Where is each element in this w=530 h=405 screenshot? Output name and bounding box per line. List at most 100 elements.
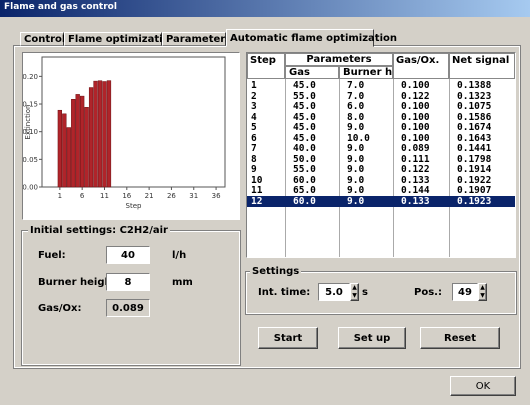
bar [97, 80, 103, 188]
table-cell: 0.133 [401, 195, 430, 207]
table-cell: 45.0 [293, 132, 316, 144]
table-cell: 0.1441 [457, 143, 492, 154]
x-tick-label: 6 [80, 192, 85, 200]
table-cell: 0.100 [401, 122, 430, 133]
spin-arrows[interactable]: ▲ ▼ [478, 283, 487, 301]
field-unit: s [362, 287, 368, 298]
x-tick-label: 31 [189, 192, 198, 200]
table-cell: 9.0 [347, 153, 365, 165]
field-value: 8 [106, 273, 150, 291]
bar [57, 109, 63, 188]
y-tick-label: 0.20 [23, 73, 38, 81]
table-cell: 0.144 [401, 185, 430, 196]
x-tick-label: 26 [167, 192, 176, 200]
ok-button[interactable]: OK [450, 376, 516, 396]
header-cell: Parameters [285, 53, 393, 66]
tab[interactable]: Control [20, 32, 65, 46]
spin-arrows[interactable]: ▲ ▼ [350, 283, 359, 301]
table-cell: 45.0 [293, 80, 316, 91]
table-cell: 55.0 [293, 90, 316, 102]
table-cell: 6 [251, 132, 257, 144]
settings-group [245, 271, 517, 315]
table-cell: 0.1674 [457, 122, 492, 133]
table-cell: 0.122 [401, 90, 430, 102]
table-cell: 1 [251, 80, 257, 91]
field-unit: l/h [172, 250, 187, 261]
y-tick-label: 0.15 [23, 101, 38, 109]
y-axis-label: Extinction [24, 105, 32, 140]
button[interactable]: Start [258, 327, 318, 349]
x-tick-label: 36 [212, 192, 221, 200]
bar [106, 80, 112, 188]
y-tick-label: 0.00 [23, 184, 38, 192]
table-cell: 9.0 [347, 122, 365, 133]
x-tick-label: 21 [145, 192, 154, 200]
table-cell: 4 [251, 111, 257, 123]
field-label: Pos.: [414, 287, 442, 298]
selected-row[interactable] [247, 195, 515, 207]
table-cell: 9.0 [347, 195, 365, 207]
field-label: Burner height: [38, 277, 121, 288]
table-cell: 45.0 [293, 101, 316, 112]
table-cell: 50.0 [293, 153, 316, 165]
table-cell: 9.0 [347, 185, 365, 196]
table-cell: 11 [251, 185, 263, 196]
table-cell: 0.100 [401, 111, 430, 123]
subheader-cell: Gas [285, 66, 339, 79]
table-cell: 0.133 [401, 174, 430, 186]
header-cell: Step [247, 53, 285, 79]
table-cell: 7 [251, 143, 257, 154]
column-line [285, 79, 286, 257]
table-cell: 9 [251, 164, 257, 175]
table-cell: 9.0 [347, 143, 365, 154]
plot-area [41, 56, 226, 188]
table-cell: 3 [251, 101, 257, 112]
table-cell: 10.0 [347, 132, 370, 144]
tab[interactable]: Flame optimization [64, 32, 177, 46]
bar [88, 87, 94, 188]
bar [75, 94, 80, 188]
table-cell: 6.0 [347, 101, 365, 112]
button[interactable]: Reset [420, 327, 500, 349]
table-cell: 9.0 [347, 164, 365, 175]
x-tick-label: 1 [58, 192, 62, 200]
header-cell: Gas/Ox. [393, 53, 449, 79]
table-cell: 0.1388 [457, 80, 492, 91]
table-cell: 9.0 [347, 174, 365, 186]
x-tick-label: 16 [122, 192, 131, 200]
table-cell: 60.0 [293, 174, 316, 186]
table-cell: 8.0 [347, 111, 365, 123]
table-cell: 0.100 [401, 132, 430, 144]
table-cell: 0.1643 [457, 132, 492, 144]
field-label: Fuel: [38, 250, 66, 261]
table-cell: 45.0 [293, 111, 316, 123]
table-cell: 0.122 [401, 164, 430, 175]
spin-value[interactable]: 49 [452, 283, 478, 301]
table-cell: 40.0 [293, 143, 316, 154]
table-cell: 0.1922 [457, 174, 492, 186]
tab[interactable]: Parameters [162, 32, 231, 46]
button[interactable]: Set up [338, 327, 406, 349]
window-title: Flame and gas control [4, 2, 117, 12]
subheader-cell: Burner he [339, 66, 393, 79]
table-cell: 0.1075 [457, 101, 492, 112]
table-cell: 0.1914 [457, 164, 492, 175]
table-cell: 65.0 [293, 185, 316, 196]
field-value: 0.089 [106, 299, 150, 317]
x-axis-label: Step [126, 202, 142, 210]
y-tick-label: 0.10 [23, 128, 38, 136]
table-cell: 0.100 [401, 101, 430, 112]
x-tick-label: 11 [100, 192, 109, 200]
group-title: Settings [250, 266, 302, 277]
bar [71, 99, 76, 188]
column-line [393, 79, 394, 257]
header-cell: Net signal [449, 53, 515, 79]
spin-value[interactable]: 5.0 [318, 283, 350, 301]
table-cell: 10 [251, 174, 263, 186]
tab[interactable]: Automatic flame optimization [226, 29, 397, 47]
table-cell: 45.0 [293, 122, 316, 133]
group-title: Initial settings: C2H2/air [28, 225, 170, 236]
table-cell: 60.0 [293, 195, 316, 207]
table: Step Parameters Gas/Ox. Net signal Gas Burner… [246, 52, 516, 258]
